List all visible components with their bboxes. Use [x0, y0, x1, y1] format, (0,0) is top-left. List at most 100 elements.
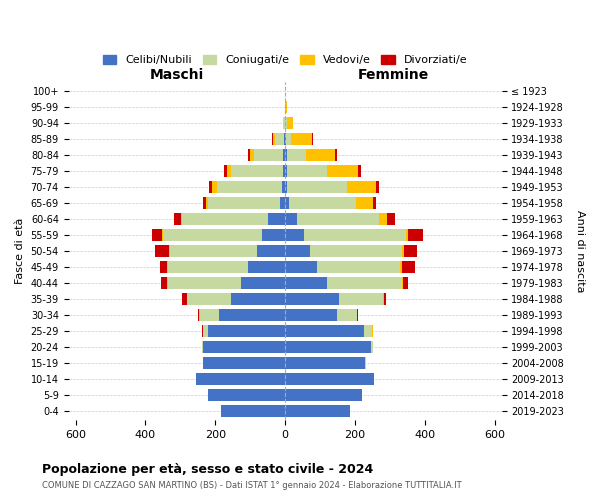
Bar [182, 293, 187, 305]
Bar [209, 181, 212, 193]
Bar [286, 118, 287, 130]
Bar [285, 213, 298, 225]
Bar [358, 165, 361, 177]
Bar [208, 325, 285, 337]
Bar [285, 309, 337, 321]
Bar [285, 293, 339, 305]
Bar [285, 261, 317, 273]
Bar [289, 197, 356, 209]
Bar [287, 150, 306, 161]
Bar [283, 150, 285, 161]
Bar [268, 213, 285, 225]
Bar [339, 293, 383, 305]
Bar [175, 213, 181, 225]
Bar [402, 261, 415, 273]
Bar [285, 277, 327, 289]
Bar [406, 229, 409, 241]
Bar [285, 388, 362, 400]
Bar [161, 229, 163, 241]
Bar [283, 165, 285, 177]
Bar [187, 293, 231, 305]
Bar [248, 261, 285, 273]
Bar [357, 309, 358, 321]
Bar [227, 165, 231, 177]
Bar [285, 404, 350, 416]
Bar [208, 388, 285, 400]
Bar [224, 165, 227, 177]
Bar [281, 181, 285, 193]
Bar [152, 229, 161, 241]
Bar [306, 150, 335, 161]
Bar [221, 404, 285, 416]
Bar [168, 277, 241, 289]
Bar [327, 277, 402, 289]
Y-axis label: Anni di nascita: Anni di nascita [575, 210, 585, 292]
Bar [203, 197, 206, 209]
Bar [248, 150, 250, 161]
Bar [203, 325, 208, 337]
Bar [167, 261, 168, 273]
Bar [262, 229, 285, 241]
Bar [219, 309, 285, 321]
Bar [250, 150, 254, 161]
Bar [198, 309, 199, 321]
Bar [337, 309, 356, 321]
Bar [163, 229, 262, 241]
Y-axis label: Fasce di età: Fasce di età [15, 218, 25, 284]
Legend: Celibi/Nubili, Coniugati/e, Vedovi/e, Divorziati/e: Celibi/Nubili, Coniugati/e, Vedovi/e, Di… [98, 50, 472, 70]
Bar [202, 341, 203, 353]
Bar [161, 277, 167, 289]
Bar [203, 341, 285, 353]
Bar [287, 118, 293, 130]
Bar [280, 197, 285, 209]
Bar [403, 277, 407, 289]
Bar [402, 277, 403, 289]
Bar [317, 261, 400, 273]
Bar [284, 134, 285, 145]
Bar [170, 245, 257, 257]
Bar [376, 181, 379, 193]
Bar [285, 150, 287, 161]
Bar [285, 197, 289, 209]
Bar [285, 245, 310, 257]
Bar [181, 213, 182, 225]
Bar [208, 197, 280, 209]
Bar [326, 165, 358, 177]
Text: COMUNE DI CAZZAGO SAN MARTINO (BS) - Dati ISTAT 1° gennaio 2024 - Elaborazione T: COMUNE DI CAZZAGO SAN MARTINO (BS) - Dat… [42, 481, 461, 490]
Bar [206, 197, 208, 209]
Bar [200, 309, 219, 321]
Bar [167, 277, 168, 289]
Bar [275, 134, 284, 145]
Bar [347, 181, 376, 193]
Bar [155, 245, 169, 257]
Bar [373, 197, 376, 209]
Bar [292, 134, 313, 145]
Bar [310, 245, 402, 257]
Bar [217, 181, 281, 193]
Bar [371, 341, 373, 353]
Bar [231, 165, 283, 177]
Bar [404, 245, 418, 257]
Bar [287, 181, 347, 193]
Bar [285, 229, 304, 241]
Bar [203, 357, 285, 369]
Bar [212, 181, 217, 193]
Bar [286, 102, 287, 114]
Bar [169, 245, 170, 257]
Bar [285, 134, 286, 145]
Bar [402, 245, 404, 257]
Bar [285, 325, 364, 337]
Bar [400, 261, 402, 273]
Bar [383, 293, 386, 305]
Bar [160, 261, 167, 273]
Bar [286, 134, 292, 145]
Bar [285, 357, 365, 369]
Bar [379, 213, 387, 225]
Bar [364, 325, 373, 337]
Bar [283, 118, 285, 130]
Bar [272, 134, 275, 145]
Bar [387, 213, 395, 225]
Bar [356, 197, 373, 209]
Bar [285, 181, 287, 193]
Bar [196, 373, 285, 385]
